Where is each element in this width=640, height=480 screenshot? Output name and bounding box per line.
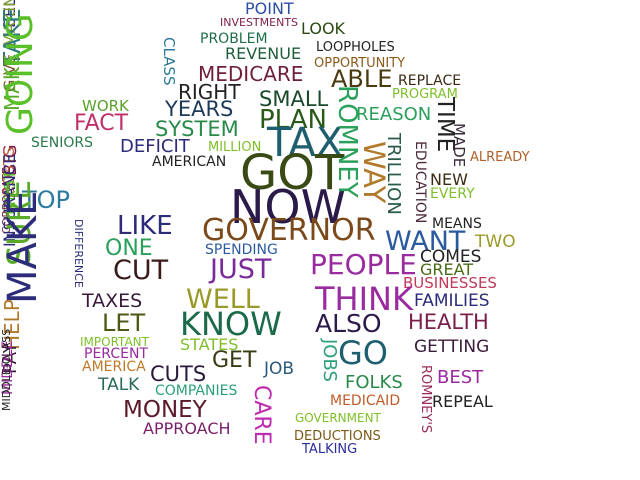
word-now: NOW <box>230 180 347 234</box>
word-great: GREAT <box>420 260 474 279</box>
word-like: LIKE <box>117 211 173 241</box>
word-important: IMPORTANT <box>80 335 149 349</box>
word-comes: COMES <box>420 247 482 267</box>
word-taxes: TAXES <box>82 290 143 312</box>
word-folks: FOLKS <box>345 372 403 393</box>
word-want: WANT <box>385 226 466 257</box>
word-one: ONE <box>105 236 153 261</box>
word-seniors: SENIORS <box>31 135 93 151</box>
word-tax: TAX <box>267 120 344 166</box>
word-investments: INVESTMENTS <box>220 16 299 29</box>
word-system: SYSTEM <box>155 117 239 141</box>
word-revenue: REVENUE <box>225 44 302 63</box>
word-already: ALREADY <box>470 150 530 165</box>
word-just: JUST <box>210 254 272 285</box>
word-spending: SPENDING <box>205 242 278 258</box>
word-well: WELL <box>186 284 260 315</box>
word-means: MEANS <box>432 216 482 232</box>
word-medicare: MEDICARE <box>198 62 304 86</box>
word-class: CLASS <box>160 37 178 86</box>
word-cuts: CUTS <box>150 362 207 386</box>
word-difference: DIFFERENCE <box>72 219 85 288</box>
word-work: WORK <box>82 97 129 115</box>
word-point: POINT <box>245 0 294 18</box>
word-people: PEOPLE <box>310 248 417 281</box>
word-years: YEARS <box>165 97 234 121</box>
word-businesses: BUSINESSES <box>403 274 497 292</box>
word-opportunity: OPPORTUNITY <box>314 56 406 71</box>
word-america: AMERICA <box>82 359 146 375</box>
word-states: STATES <box>180 335 239 354</box>
word-repeal: REPEAL <box>432 392 493 411</box>
word-job: JOB <box>264 359 295 379</box>
word-government: GOVERNMENT <box>295 411 381 425</box>
word-got: GOT <box>240 145 345 201</box>
word-loopholes: LOOPHOLES <box>316 40 395 55</box>
word-look: LOOK <box>301 19 346 38</box>
word-talking: TALKING <box>302 442 358 457</box>
word-get: GET <box>212 348 257 373</box>
word-cut: CUT <box>113 255 169 286</box>
word-fact: FACT <box>74 111 129 136</box>
word-replace: REPLACE <box>398 73 462 89</box>
word-plan: PLAN <box>259 105 327 135</box>
word-also: ALSO <box>315 309 382 338</box>
word-two: TWO <box>475 232 516 252</box>
word-think: THINK <box>315 280 413 318</box>
word-top: TOP <box>22 186 71 214</box>
word-care: CARE <box>249 385 274 445</box>
word-american: AMERICAN <box>152 154 227 170</box>
word-percent: PERCENT <box>84 346 148 362</box>
word-problem: PROBLEM <box>200 31 268 47</box>
word-million: MILLION <box>208 140 262 155</box>
word-governor: GOVERNOR <box>202 213 376 248</box>
word-romneys: ROMNEY'S <box>418 365 433 434</box>
word-able: ABLE <box>331 65 393 93</box>
word-time: TIME <box>432 97 458 153</box>
word-medicaid: MEDICAID <box>330 393 401 409</box>
word-let: LET <box>102 309 146 337</box>
word-right: RIGHT <box>178 80 241 104</box>
word-deficit: DEFICIT <box>120 136 190 157</box>
word-know: KNOW <box>180 305 282 343</box>
word-families: FAMILIES <box>414 291 490 311</box>
word-education: EDUCATION <box>412 141 428 224</box>
word-best: BEST <box>437 367 484 388</box>
word-approach: APPROACH <box>143 419 231 438</box>
word-deductions: DEDUCTIONS <box>294 429 381 444</box>
word-program: PROGRAM <box>392 87 458 102</box>
word-new: NEW <box>430 170 468 189</box>
word-jobs: JOBS <box>319 339 340 382</box>
word-getting: GETTING <box>414 337 490 357</box>
word-health: HEALTH <box>408 310 489 334</box>
word-go: GO <box>338 334 388 372</box>
word-money: MONEY <box>123 397 207 423</box>
word-companies: COMPANIES <box>155 383 238 399</box>
word-reason: REASON <box>356 104 432 125</box>
word-every: EVERY <box>430 186 475 202</box>
word-talk: TALK <box>98 375 140 395</box>
word-small: SMALL <box>259 87 329 111</box>
